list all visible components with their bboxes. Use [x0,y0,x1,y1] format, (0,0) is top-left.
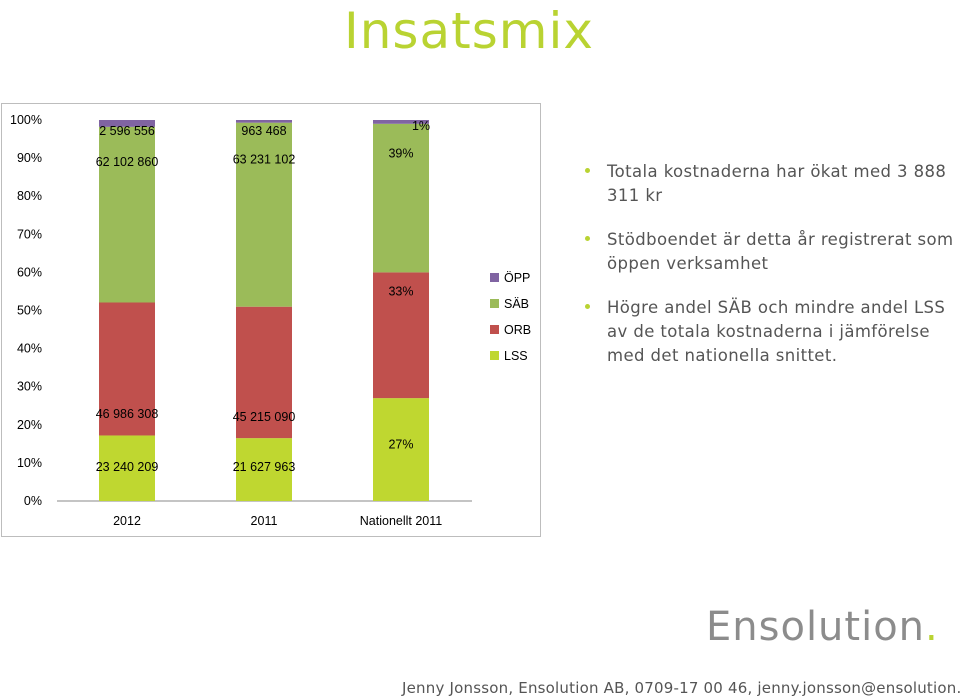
legend-label: LSS [504,349,528,363]
legend-swatch [490,325,499,334]
bar-segment-orb [373,272,429,399]
data-label: 2 596 556 [99,124,155,138]
bar-segment-orb [99,302,155,436]
stacked-bar-chart: 0% 10% 20% 30% 40% 50% 60% 70% 80% 90% 100% 23 240 … [1,103,541,537]
bullet-dot-icon [585,168,590,173]
bullet-item: Totala kostnaderna har ökat med 3 888 31… [585,160,955,208]
bar-segment-säb [373,123,429,273]
bar-segment-lss [236,438,292,501]
y-tick-label: 40% [17,342,42,356]
y-tick-label: 20% [17,418,42,432]
bar-segment-öpp [236,120,292,123]
data-label: 1% [412,119,430,133]
bullet-item: Högre andel SÄB och mindre andel LSS av … [585,296,955,368]
footer-contact: Jenny Jonsson, Ensolution AB, 0709-17 00… [402,679,960,697]
data-label: 963 468 [241,124,286,138]
bullet-text: Högre andel SÄB och mindre andel LSS av … [607,298,946,365]
x-tick-label: Nationellt 2011 [360,514,443,528]
bullet-text: Stödboendet är detta år registrerat som … [607,230,954,273]
chart-canvas: 0% 10% 20% 30% 40% 50% 60% 70% 80% 90% 100% 23 240 … [10,113,531,528]
data-label: 21 627 963 [233,460,296,474]
y-tick-label: 50% [17,304,42,318]
data-label: 27% [388,437,413,451]
y-tick-label: 90% [17,151,42,165]
logo-text: Ensolution [706,604,926,650]
y-tick-label: 100% [10,113,42,127]
bullet-dot-icon [585,304,590,309]
data-label: 63 231 102 [233,152,296,166]
data-label: 23 240 209 [96,460,159,474]
y-tick-label: 80% [17,189,42,203]
data-label: 39% [388,147,413,161]
bar-segment-lss [373,398,429,501]
bar-segment-öpp [99,120,155,127]
bar-segment-säb [99,126,155,303]
data-label: 46 986 308 [96,407,159,421]
logo-dot: . [925,604,939,650]
bar-segment-orb [236,306,292,439]
bar-segment-säb [236,122,292,307]
bar-segment-lss [99,435,155,501]
data-label: 33% [388,284,413,298]
legend-label: ORB [504,323,531,337]
legend-label: SÄB [504,297,529,311]
x-tick-label: 2011 [251,514,278,528]
legend-swatch [490,351,499,360]
data-label: 45 215 090 [233,410,296,424]
ensolution-logo: Ensolution. [706,604,939,650]
data-label: 62 102 860 [96,155,159,169]
y-tick-label: 60% [17,265,42,279]
bullet-text: Totala kostnaderna har ökat med 3 888 31… [607,162,947,205]
bullet-list: Totala kostnaderna har ökat med 3 888 31… [585,160,955,388]
y-tick-label: 70% [17,227,42,241]
legend-label: ÖPP [504,271,530,285]
y-tick-label: 30% [17,380,42,394]
bullet-item: Stödboendet är detta år registrerat som … [585,228,955,276]
x-tick-label: 2012 [113,514,141,528]
footer-band [0,662,960,698]
legend-swatch [490,273,499,282]
y-tick-label: 10% [17,456,42,470]
slide-title: Insatsmix [344,2,594,60]
y-tick-label: 0% [24,494,42,508]
bullet-dot-icon [585,236,590,241]
legend-swatch [490,299,499,308]
bar-segment-öpp [373,120,429,124]
